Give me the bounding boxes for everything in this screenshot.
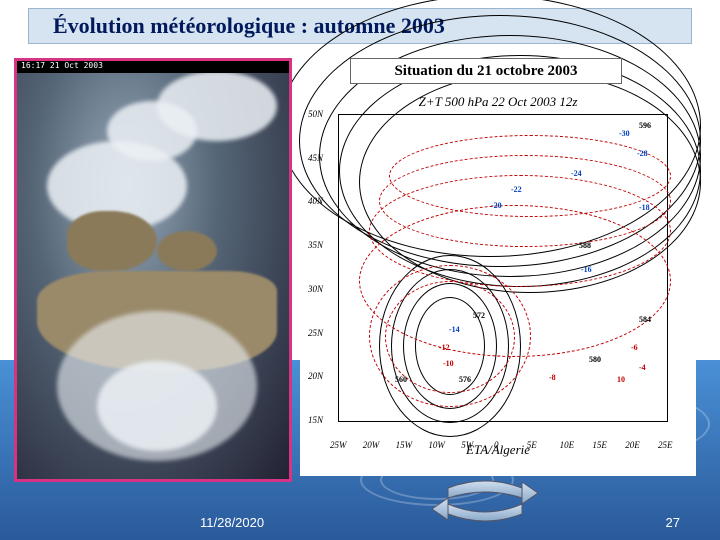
subtitle-box: Situation du 21 octobre 2003 [350,58,622,84]
y-tick-label: 25N [308,328,323,338]
subtitle: Situation du 21 octobre 2003 [394,63,577,80]
chart-plot-area: 596 560 572 576 580 584 588 -30 -28 -24 -22 -20 -18… [338,114,668,422]
y-tick-label: 45N [308,153,323,163]
y-tick-label: 30N [308,284,323,294]
isotherm-label: -28 [637,149,648,158]
isotherm-label: -22 [511,185,522,194]
isotherm-label: -12 [439,343,450,352]
page-number: 27 [666,515,680,530]
contour-label: 560 [395,375,407,384]
contour-label: 572 [473,311,485,320]
contour-label: 596 [639,121,651,130]
isotherm-label: -6 [631,343,638,352]
contour-label: 584 [639,315,651,324]
contour-label: 580 [589,355,601,364]
isotherm-label: -4 [639,363,646,372]
y-tick-label: 40N [308,196,323,206]
satellite-image: 16:17 21 Oct 2003 [14,58,292,482]
isotherm-label: -30 [619,129,630,138]
isotherm-label: -10 [443,359,454,368]
y-tick-label: 15N [308,415,323,425]
sat-timestamp: 16:17 21 Oct 2003 [17,61,289,73]
y-tick-label: 50N [308,109,323,119]
isotherm-label: -8 [549,373,556,382]
y-tick-label: 35N [308,240,323,250]
curved-arrow-icon [430,480,540,524]
isotherm-label: -24 [571,169,582,178]
isotherm-label: 10 [617,375,625,384]
y-tick-label: 20N [308,371,323,381]
contour-label: 576 [459,375,471,384]
footer-date: 11/28/2020 [200,515,264,530]
chart-footer: ETA/Algerie [300,442,696,458]
isotherm-label: -14 [449,325,460,334]
synoptic-chart: Z+T 500 hPa 22 Oct 2003 12z 596560572576… [300,58,696,476]
isotherm-label: -20 [491,201,502,210]
isotherm-label: -16 [581,265,592,274]
isotherm-label: -18 [639,203,650,212]
slide: Évolution météorologique : automne 2003 … [0,0,720,540]
contour-label: 588 [579,241,591,250]
